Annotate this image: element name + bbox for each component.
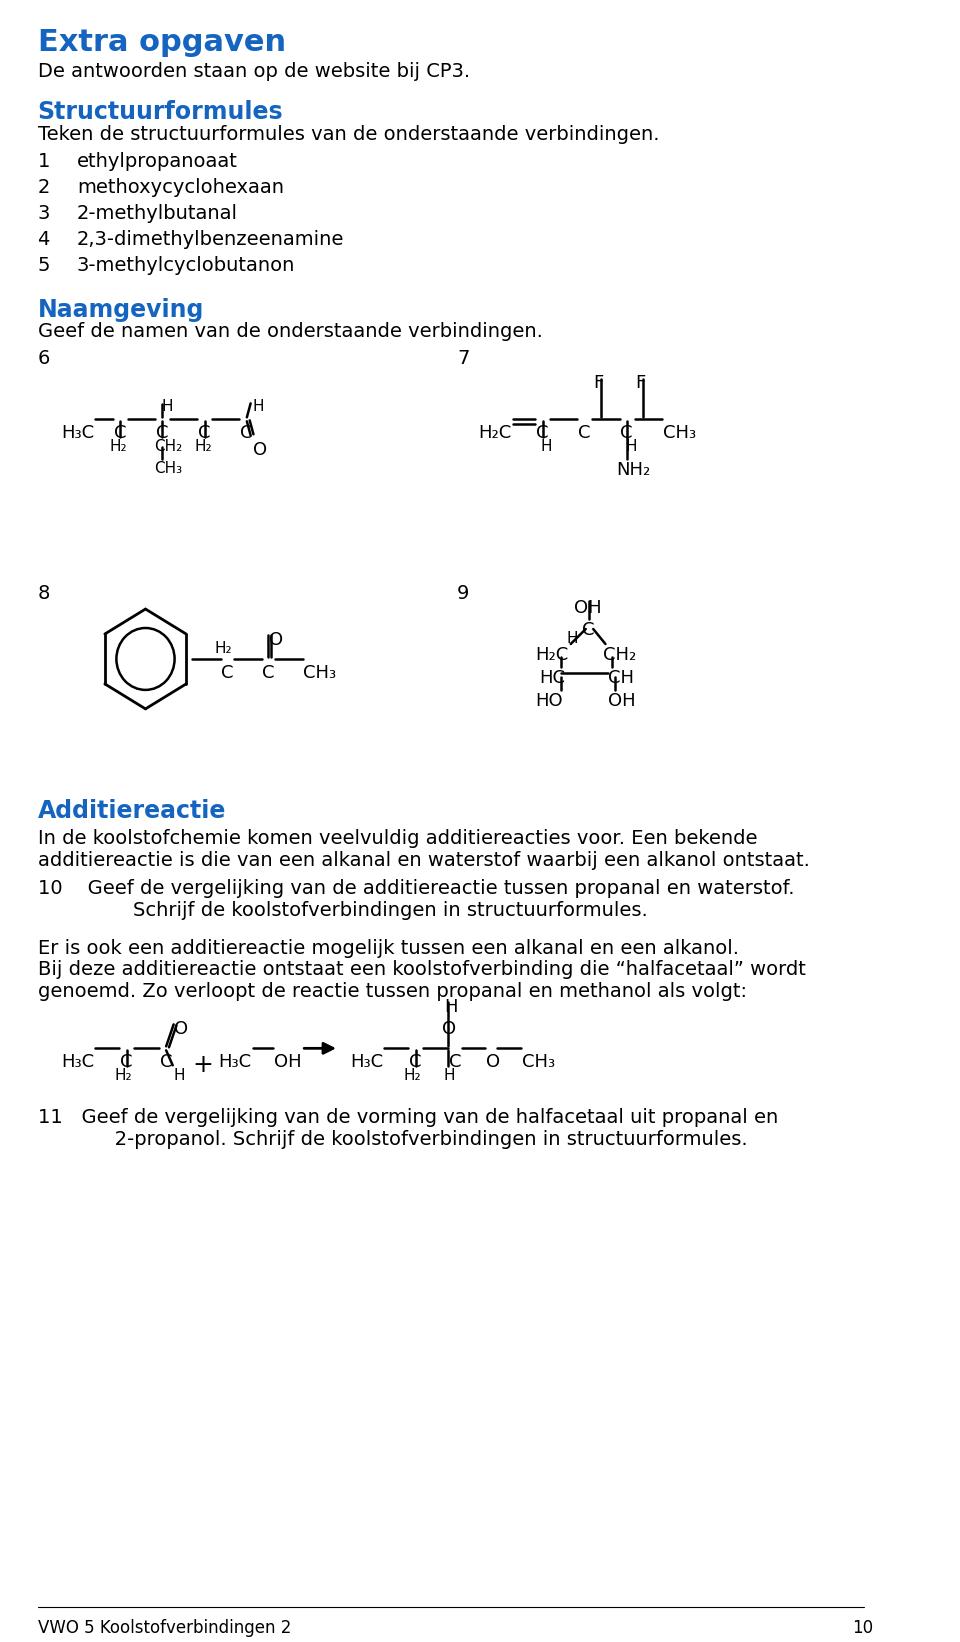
Text: NH₂: NH₂	[615, 461, 650, 479]
Text: 1: 1	[37, 151, 50, 171]
Text: CH₂: CH₂	[154, 440, 182, 455]
Text: CH: CH	[609, 668, 635, 686]
Text: Additiereactie: Additiereactie	[37, 798, 226, 823]
Text: 7: 7	[457, 350, 469, 368]
Text: VWO 5 Koolstofverbindingen 2: VWO 5 Koolstofverbindingen 2	[37, 1619, 291, 1637]
Text: H₂C: H₂C	[479, 424, 512, 442]
Text: F: F	[636, 374, 646, 392]
Text: Structuurformules: Structuurformules	[37, 100, 283, 123]
Text: C: C	[620, 424, 633, 442]
Text: H₂: H₂	[215, 640, 232, 657]
Text: C: C	[578, 424, 590, 442]
Text: H: H	[174, 1069, 185, 1084]
Text: H: H	[252, 399, 264, 414]
Text: OH: OH	[609, 691, 636, 709]
Text: H: H	[625, 440, 636, 455]
Text: C: C	[448, 1053, 461, 1071]
Text: H₂: H₂	[114, 1069, 132, 1084]
Text: HC: HC	[540, 668, 565, 686]
Text: Teken de structuurformules van de onderstaande verbindingen.: Teken de structuurformules van de onders…	[37, 125, 660, 144]
Text: C: C	[262, 663, 275, 681]
Text: H₂: H₂	[403, 1069, 421, 1084]
Text: H₂: H₂	[109, 440, 128, 455]
Text: additiereactie is die van een alkanal en waterstof waarbij een alkanol ontstaat.: additiereactie is die van een alkanal en…	[37, 851, 809, 870]
Text: CH₃: CH₃	[662, 424, 696, 442]
Text: Extra opgaven: Extra opgaven	[37, 28, 286, 57]
Text: H: H	[161, 399, 173, 414]
Text: O: O	[174, 1020, 188, 1038]
Text: C: C	[159, 1053, 172, 1071]
Text: genoemd. Zo verloopt de reactie tussen propanal en methanol als volgt:: genoemd. Zo verloopt de reactie tussen p…	[37, 982, 747, 1002]
Text: 2-propanol. Schrijf de koolstofverbindingen in structuurformules.: 2-propanol. Schrijf de koolstofverbindin…	[71, 1130, 748, 1149]
Text: HO: HO	[535, 691, 563, 709]
Text: CH₂: CH₂	[603, 645, 636, 663]
Text: H: H	[540, 440, 552, 455]
Text: O: O	[270, 631, 283, 649]
Text: C: C	[221, 663, 233, 681]
Text: 2-methylbutanal: 2-methylbutanal	[77, 204, 238, 223]
Text: Geef de namen van de onderstaande verbindingen.: Geef de namen van de onderstaande verbin…	[37, 322, 542, 342]
Text: OH: OH	[574, 599, 602, 617]
Text: F: F	[593, 374, 604, 392]
Text: Naamgeving: Naamgeving	[37, 297, 204, 322]
Text: C: C	[582, 621, 594, 639]
Text: OH: OH	[275, 1053, 301, 1071]
Text: H₃C: H₃C	[61, 424, 94, 442]
Text: C: C	[113, 424, 126, 442]
Text: C: C	[156, 424, 168, 442]
Text: 8: 8	[37, 585, 50, 603]
Text: 2,3-dimethylbenzeenamine: 2,3-dimethylbenzeenamine	[77, 230, 345, 248]
Text: ethylpropanoaat: ethylpropanoaat	[77, 151, 238, 171]
Text: Er is ook een additiereactie mogelijk tussen een alkanal en een alkanol.: Er is ook een additiereactie mogelijk tu…	[37, 939, 738, 957]
Text: C: C	[536, 424, 548, 442]
Text: H₂C: H₂C	[535, 645, 568, 663]
Text: 5: 5	[37, 256, 50, 274]
Text: 4: 4	[37, 230, 50, 248]
Text: 3-methylcyclobutanon: 3-methylcyclobutanon	[77, 256, 296, 274]
Text: H: H	[566, 631, 578, 645]
Text: H₃C: H₃C	[219, 1053, 252, 1071]
Text: H₂: H₂	[194, 440, 212, 455]
Text: 10    Geef de vergelijking van de additiereactie tussen propanal en waterstof.: 10 Geef de vergelijking van de additiere…	[37, 878, 794, 898]
Text: C: C	[240, 424, 252, 442]
Text: O: O	[252, 442, 267, 460]
Text: C: C	[120, 1053, 132, 1071]
Text: Schrijf de koolstofverbindingen in structuurformules.: Schrijf de koolstofverbindingen in struc…	[83, 900, 647, 920]
Text: O: O	[486, 1053, 500, 1071]
Text: H: H	[444, 998, 458, 1016]
Text: CH₃: CH₃	[154, 461, 182, 476]
Text: O: O	[443, 1020, 456, 1038]
Text: De antwoorden staan op de website bij CP3.: De antwoorden staan op de website bij CP…	[37, 62, 469, 80]
Text: +: +	[192, 1053, 213, 1077]
Text: CH₃: CH₃	[522, 1053, 555, 1071]
Text: C: C	[409, 1053, 421, 1071]
Text: Bij deze additiereactie ontstaat een koolstofverbinding die “halfacetaal” wordt: Bij deze additiereactie ontstaat een koo…	[37, 961, 805, 980]
Text: 10: 10	[852, 1619, 873, 1637]
Text: C: C	[198, 424, 210, 442]
Text: H₃C: H₃C	[350, 1053, 383, 1071]
Text: H: H	[444, 1069, 454, 1084]
Text: CH₃: CH₃	[303, 663, 336, 681]
Text: 11   Geef de vergelijking van de vorming van de halfacetaal uit propanal en: 11 Geef de vergelijking van de vorming v…	[37, 1108, 778, 1128]
Text: 9: 9	[457, 585, 469, 603]
Text: 3: 3	[37, 204, 50, 223]
Text: methoxycyclohexaan: methoxycyclohexaan	[77, 177, 284, 197]
Text: In de koolstofchemie komen veelvuldig additiereacties voor. Een bekende: In de koolstofchemie komen veelvuldig ad…	[37, 829, 757, 847]
Text: H₃C: H₃C	[61, 1053, 94, 1071]
Text: 2: 2	[37, 177, 50, 197]
Text: 6: 6	[37, 350, 50, 368]
